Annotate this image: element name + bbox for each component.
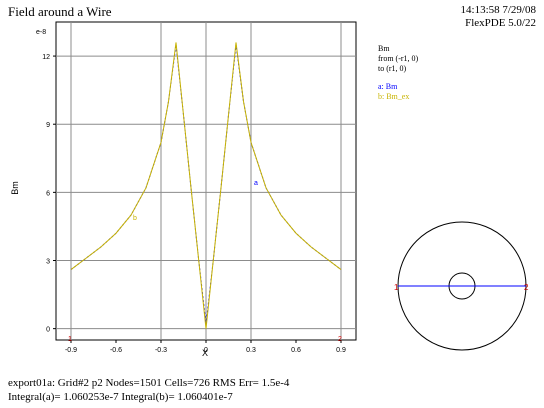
x-tick-label: -0.9 (65, 347, 77, 354)
curve-label-b: b (133, 215, 137, 222)
x-tick-label: 0.3 (246, 347, 256, 354)
legend-variable: Bm (378, 44, 390, 53)
x-tick-label: 0 (204, 347, 208, 354)
footer-stats: export01a: Grid#2 p2 Nodes=1501 Cells=72… (8, 377, 290, 389)
version-label: FlexPDE 5.0/22 (465, 17, 536, 29)
y-tick-label: 3 (46, 259, 50, 266)
series-line-bm-ex (70, 42, 342, 329)
y-axis-label: Bm (10, 181, 20, 195)
path-end-label: 2 (524, 283, 529, 292)
domain-inset: 1 2 (394, 221, 529, 351)
x-tick-label: 0.6 (291, 347, 301, 354)
page-title: Field around a Wire (8, 4, 112, 19)
end-label-1: 1 (68, 336, 72, 343)
footer-integrals: Integral(a)= 1.060253e-7 Integral(b)= 1.… (8, 391, 233, 403)
x-tick-label: -0.3 (155, 347, 167, 354)
y-exponent-label: e-8 (36, 29, 46, 36)
legend-entry-a: a: Bm (378, 82, 398, 91)
series-lines (70, 42, 342, 329)
legend-from: from (-r1, 0) (378, 54, 419, 63)
y-tick-label: 6 (46, 190, 50, 197)
footer-info: export01a: Grid#2 p2 Nodes=1501 Cells=72… (8, 376, 289, 404)
legend-entry-b: b: Bm_ex (378, 92, 410, 101)
x-tick-label: -0.6 (110, 347, 122, 354)
end-label-2: 2 (338, 336, 342, 343)
path-start-label: 1 (394, 283, 399, 292)
y-tick-label: 9 (46, 122, 50, 129)
legend: Bm from (-r1, 0) to (r1, 0) a: Bm b: Bm_… (378, 44, 418, 102)
y-axis-ticks: 0 3 6 9 12 (42, 54, 56, 334)
y-tick-label: 0 (46, 327, 50, 334)
legend-to: to (r1, 0) (378, 64, 407, 73)
x-axis-ticks: -0.9 -0.6 -0.3 0 0.3 0.6 0.9 (65, 340, 346, 354)
timestamp-block: 14:13:58 7/29/08 FlexPDE 5.0/22 (461, 4, 536, 30)
grid-lines (56, 22, 356, 340)
curve-label-a: a (254, 180, 258, 187)
y-tick-label: 12 (42, 54, 50, 61)
timestamp: 14:13:58 7/29/08 (460, 4, 536, 16)
x-tick-label: 0.9 (336, 347, 346, 354)
x-axis-label: X (202, 348, 208, 358)
